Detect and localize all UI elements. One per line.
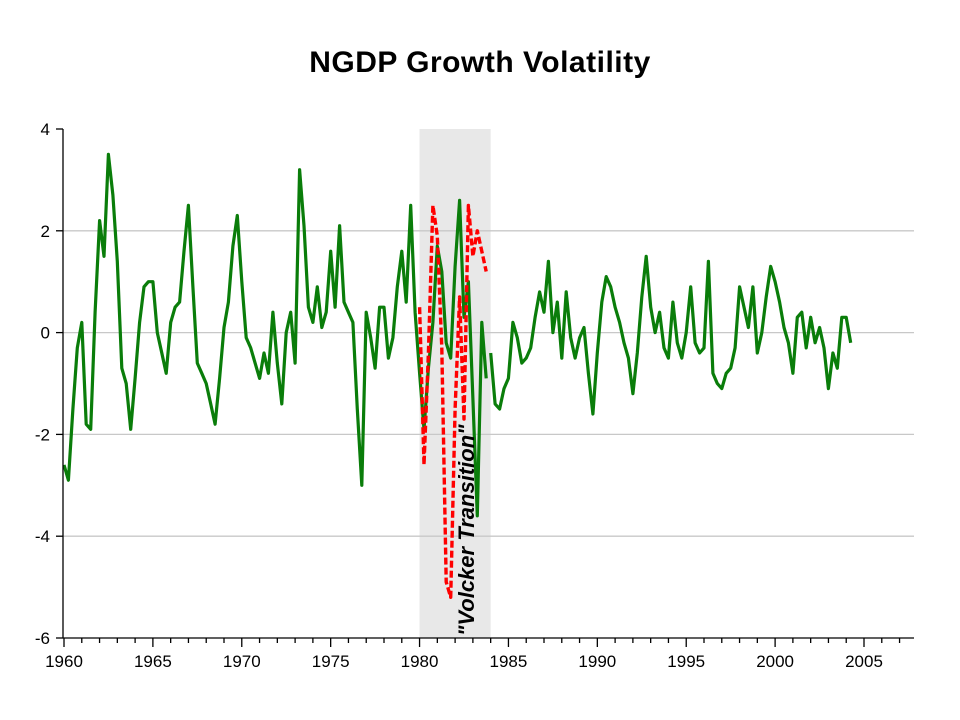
x-tick-label: 2000 (756, 652, 794, 671)
annotation-layer: "Volcker Transition" (454, 424, 479, 636)
y-tick-label: -4 (35, 527, 50, 546)
series-line-volcker-transition (417, 203, 488, 599)
grid-layer (63, 230, 914, 537)
x-tick-label: 1975 (312, 652, 350, 671)
y-tick-label: -6 (35, 629, 50, 648)
axis-layer: -6 -4 -2 0 2 4 1960 1965 1970 1975 1980 1985 1990 199… (35, 120, 914, 671)
series-layer (62, 152, 853, 599)
x-tick-label: 1985 (490, 652, 528, 671)
x-tick-label: 1970 (223, 652, 261, 671)
x-tick-label: 1990 (578, 652, 616, 671)
y-tick-label: 4 (41, 120, 50, 139)
x-tick-label: 2005 (845, 652, 883, 671)
annotation-volcker-transition: "Volcker Transition" (454, 424, 479, 636)
x-tick-label: 1960 (45, 652, 83, 671)
x-tick-label: 1965 (134, 652, 172, 671)
series-line-post-1984 (489, 254, 853, 416)
y-tick-label: -2 (35, 425, 50, 444)
series-line-pre-1980 (62, 152, 488, 518)
chart-title: NGDP Growth Volatility (309, 46, 651, 79)
x-tick-label: 1995 (667, 652, 705, 671)
x-tick-label: 1980 (401, 652, 439, 671)
y-tick-label: 0 (41, 324, 50, 343)
y-tick-label: 2 (41, 222, 50, 241)
